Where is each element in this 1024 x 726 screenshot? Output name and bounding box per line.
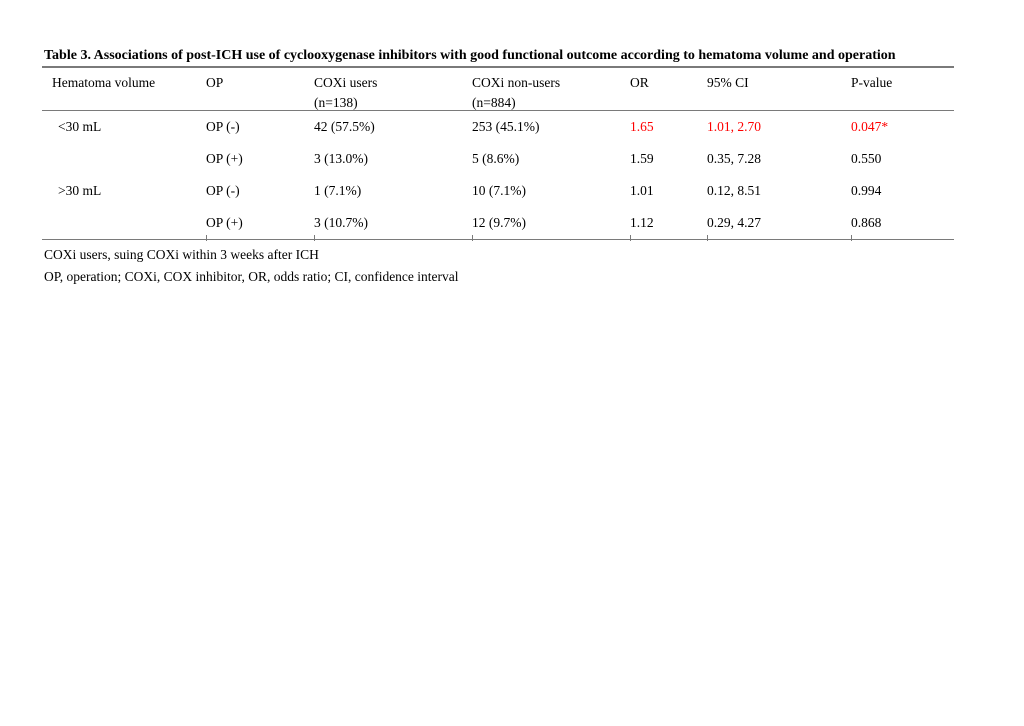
table-cell: 0.047* (851, 119, 889, 134)
table-cell: 0.868 (851, 215, 882, 230)
header-cell-label: OP (206, 75, 224, 90)
table-cell: 0.550 (851, 151, 882, 166)
table-row: <30 mL OP (-) 42 (57.5%) 253 (45.1%) 1.6… (42, 111, 954, 143)
table-cell: 10 (7.1%) (472, 183, 526, 198)
table-cell: 1 (7.1%) (314, 183, 362, 198)
table-cell: 5 (8.6%) (472, 151, 520, 166)
table-row: OP (+) 3 (13.0%) 5 (8.6%) 1.59 0.35, 7.2… (42, 143, 954, 175)
header-cell-label: 95% CI (707, 75, 749, 90)
table-row: >30 mL OP (-) 1 (7.1%) 10 (7.1%) 1.01 0.… (42, 175, 954, 207)
header-cell-label: P-value (851, 75, 893, 90)
table-row: OP (+) 3 (10.7%) 12 (9.7%) 1.12 0.29, 4.… (42, 207, 954, 239)
table-cell: 0.12, 8.51 (707, 183, 761, 198)
table-cell: OP (+) (206, 215, 243, 230)
table-cell: OP (-) (206, 119, 240, 134)
header-cell-label: COXi users (314, 75, 378, 90)
column-border-tick (707, 235, 708, 241)
header-cell: COXi users (n=138) (314, 68, 472, 113)
header-cell: P-value (851, 68, 954, 113)
column-border-tick (630, 235, 631, 241)
results-table: Hematoma volume OP COXi users (n=138) CO… (42, 66, 954, 241)
header-cell-subtext: (n=884) (472, 95, 516, 110)
table-cell: 12 (9.7%) (472, 215, 526, 230)
footnote-coxi-definition: COXi users, suing COXi within 3 weeks af… (44, 247, 319, 262)
table-cell: OP (-) (206, 183, 240, 198)
header-cell: 95% CI (707, 68, 851, 113)
table-body: <30 mL OP (-) 42 (57.5%) 253 (45.1%) 1.6… (42, 111, 954, 240)
header-cell-subtext: (n=138) (314, 95, 358, 110)
footnote-abbreviations: OP, operation; COXi, COX inhibitor, OR, … (44, 269, 459, 284)
header-cell-label: OR (630, 75, 649, 90)
table-cell: 42 (57.5%) (314, 119, 375, 134)
table-cell: 3 (10.7%) (314, 215, 368, 230)
table-cell: 0.994 (851, 183, 882, 198)
table-cell: 1.59 (630, 151, 654, 166)
table-cell (42, 143, 206, 175)
table-cell: 253 (45.1%) (472, 119, 540, 134)
table-cell: OP (+) (206, 151, 243, 166)
header-cell: COXi non-users (n=884) (472, 68, 630, 113)
header-cell: OR (630, 68, 707, 113)
table-cell: 1.65 (630, 119, 654, 134)
table-header-row: Hematoma volume OP COXi users (n=138) CO… (42, 66, 954, 111)
column-border-tick (206, 235, 207, 241)
header-cell-label: COXi non-users (472, 75, 561, 90)
table-cell: 0.35, 7.28 (707, 151, 761, 166)
column-border-tick (851, 235, 852, 241)
table-cell: 1.01, 2.70 (707, 119, 761, 134)
header-cell: OP (206, 68, 314, 113)
table-cell: 3 (13.0%) (314, 151, 368, 166)
column-border-tick (314, 235, 315, 241)
header-cell: Hematoma volume (42, 68, 206, 113)
table-cell: 1.12 (630, 215, 654, 230)
header-cell-label: Hematoma volume (52, 75, 156, 90)
table-cell (42, 207, 206, 239)
table-cell: >30 mL (58, 183, 102, 198)
column-border-tick (472, 235, 473, 241)
table-cell: <30 mL (58, 119, 102, 134)
table-title: Table 3. Associations of post-ICH use of… (44, 48, 896, 63)
table-cell: 0.29, 4.27 (707, 215, 761, 230)
table-cell: 1.01 (630, 183, 654, 198)
